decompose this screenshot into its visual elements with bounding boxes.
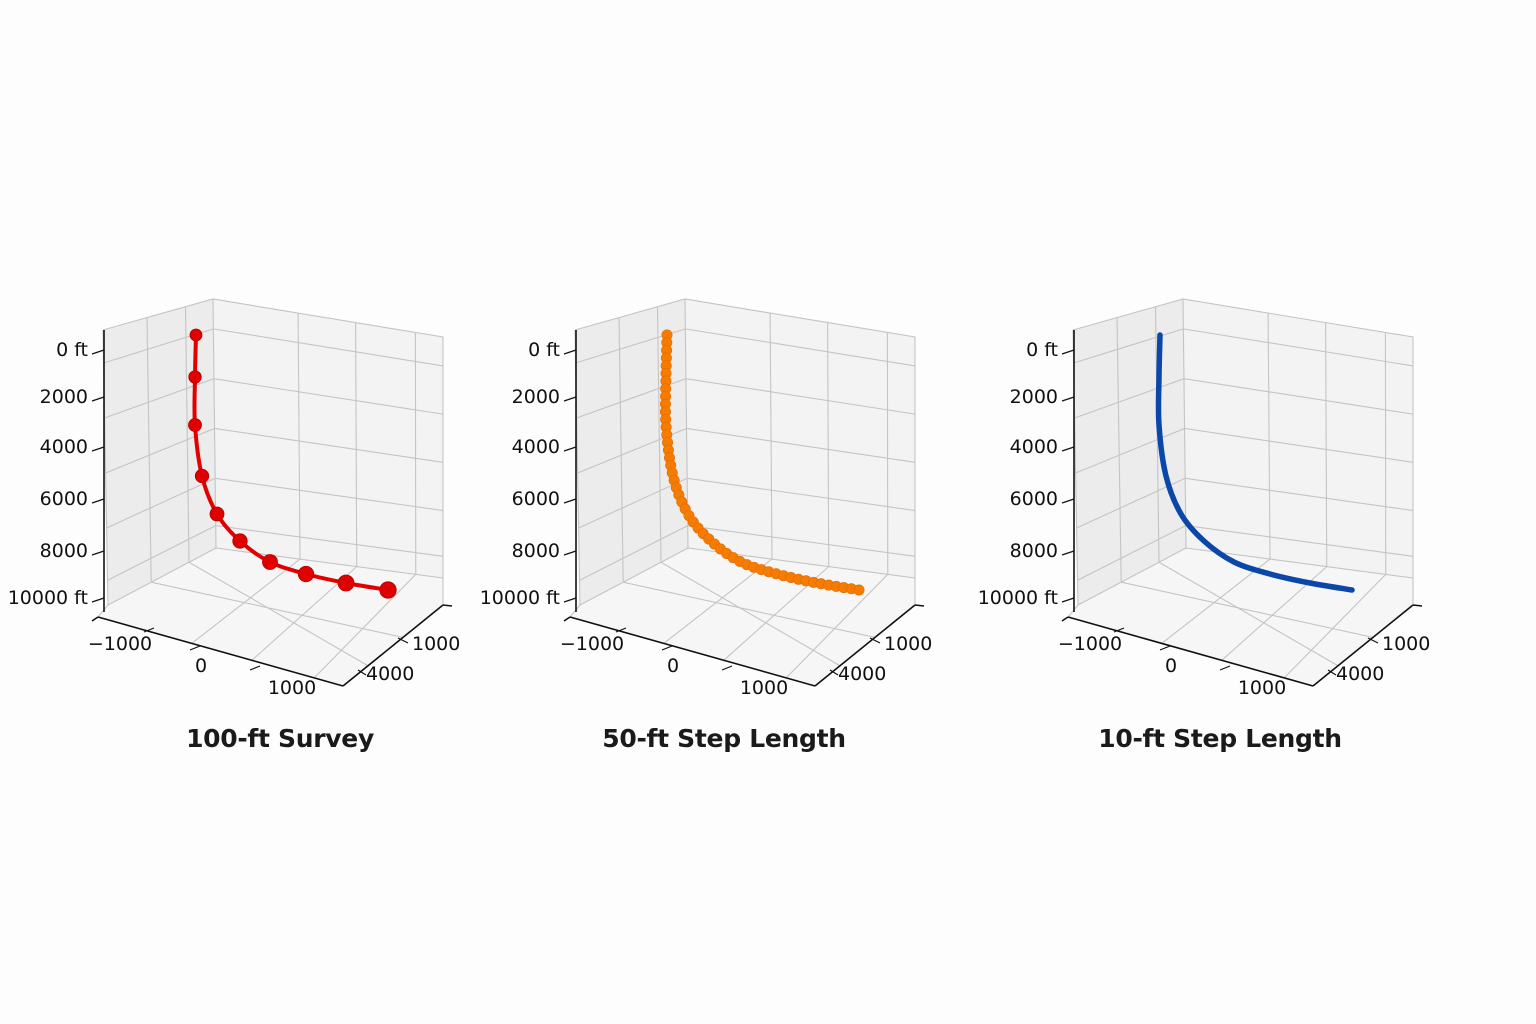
panel-title: 10-ft Step Length	[1098, 724, 1342, 753]
panel-title: 50-ft Step Length	[602, 724, 846, 753]
x-tick-label: −1000	[88, 633, 152, 655]
axes	[91, 330, 453, 687]
axes	[563, 330, 925, 687]
z-tick-label: 4000	[40, 436, 88, 458]
z-tick-label: 2000	[512, 386, 560, 408]
chart-3d-plot: 0 ft 2000 4000 6000 8000 10000 ft −1000 0 1000 10…	[480, 298, 932, 699]
z-tick-label: 10000 ft	[480, 587, 560, 609]
chart-3d-plot: 0 ft 2000 4000 6000 8000 10000 ft −1000 0 1000 10…	[978, 298, 1430, 699]
z-tick-label: 8000	[1010, 540, 1058, 562]
z-tick-label: 0 ft	[56, 339, 88, 361]
y-tick-label: 4000	[366, 663, 414, 685]
z-tick-label: 4000	[512, 436, 560, 458]
x-tick-label: −1000	[560, 633, 624, 655]
chart-panel-1: 0 ft 2000 4000 6000 8000 10000 ft −1000 0 1000 10…	[0, 0, 512, 1024]
trajectory-series	[188, 328, 397, 599]
grid-lines	[97, 298, 444, 679]
z-tick-label: 8000	[40, 540, 88, 562]
y-tick-label: 1000	[412, 633, 460, 655]
z-tick-label: 6000	[40, 488, 88, 510]
z-tick-label: 0 ft	[528, 339, 560, 361]
x-tick-label: 0	[667, 655, 679, 677]
z-tick-label: 10000 ft	[8, 587, 88, 609]
x-tick-label: 0	[1165, 655, 1177, 677]
axes	[1061, 330, 1423, 687]
z-tick-label: 6000	[512, 488, 560, 510]
y-tick-label: 1000	[1382, 633, 1430, 655]
z-tick-label: 2000	[40, 386, 88, 408]
x-tick-label: 1000	[268, 677, 316, 699]
z-tick-label: 8000	[512, 540, 560, 562]
y-tick-label: 4000	[838, 663, 886, 685]
z-tick-label: 4000	[1010, 436, 1058, 458]
panel-title: 100-ft Survey	[186, 724, 374, 753]
x-tick-label: 1000	[1238, 677, 1286, 699]
trajectory-series	[659, 329, 865, 596]
chart-3d-plot: 0 ft 2000 4000 6000 8000 10000 ft −1000 0 1000 10…	[8, 298, 460, 699]
x-tick-label: −1000	[1058, 633, 1122, 655]
x-tick-label: 0	[195, 655, 207, 677]
chart-panel-3: 0 ft 2000 4000 6000 8000 10000 ft −1000 0 1000 10…	[970, 0, 1482, 1024]
x-tick-label: 1000	[740, 677, 788, 699]
z-tick-label: 6000	[1010, 488, 1058, 510]
z-tick-label: 0 ft	[1026, 339, 1058, 361]
y-tick-label: 4000	[1336, 663, 1384, 685]
y-tick-label: 1000	[884, 633, 932, 655]
trajectory-series	[1155, 332, 1355, 593]
chart-panel-2: 0 ft 2000 4000 6000 8000 10000 ft −1000 0 1000 10…	[472, 0, 984, 1024]
z-tick-label: 10000 ft	[978, 587, 1058, 609]
z-tick-label: 2000	[1010, 386, 1058, 408]
